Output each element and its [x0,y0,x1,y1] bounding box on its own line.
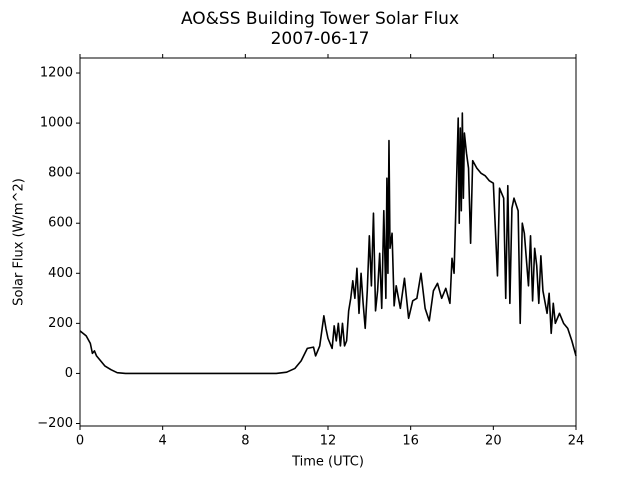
x-tick-label: 20 [485,434,502,449]
x-axis-label: Time (UTC) [291,455,364,470]
x-tick-label: 12 [320,434,337,449]
y-tick-label: 600 [48,216,73,231]
x-tick-label: 24 [568,434,585,449]
y-tick-label: −200 [37,416,73,431]
y-tick-label: 1200 [40,66,73,81]
y-tick-label: 200 [48,316,73,331]
y-tick-label: 1000 [40,116,73,131]
chart-title: AO&SS Building Tower Solar Flux [181,9,459,29]
plot-frame [79,57,577,427]
x-tick-label: 16 [402,434,419,449]
y-tick-label: 800 [48,166,73,181]
line [79,112,577,375]
x-tick-label: 8 [241,434,249,449]
y-axis-label: Solar Flux (W/m^2) [12,178,27,306]
x-tick-label: 4 [159,434,167,449]
x-tick-label: 0 [76,434,84,449]
y-tick-label: 400 [48,266,73,281]
y-tick-label: 0 [65,366,73,381]
chart-subtitle: 2007-06-17 [271,29,370,49]
